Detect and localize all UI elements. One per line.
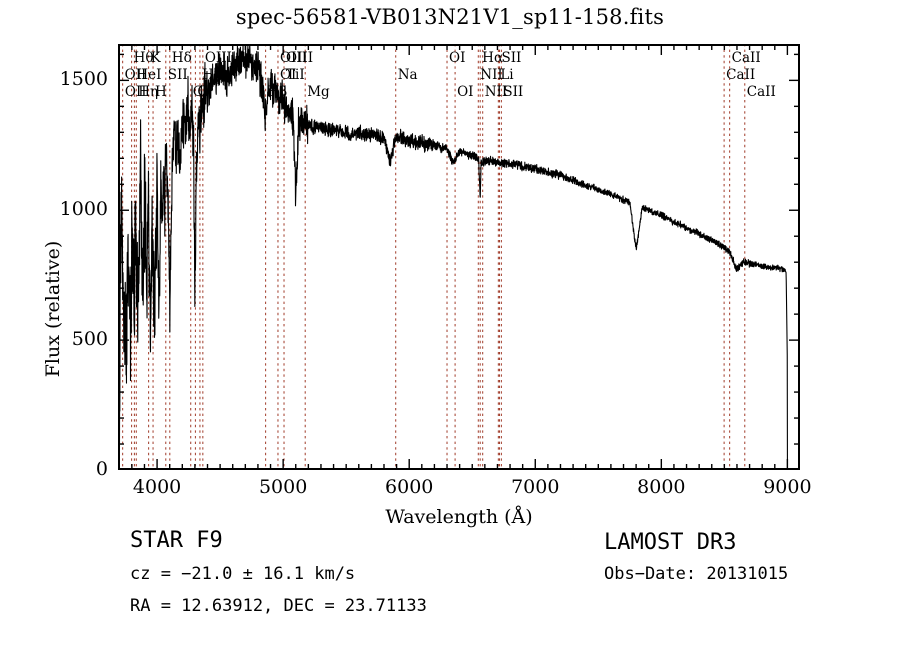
survey-name: LAMOST DR3	[604, 530, 737, 555]
spectral-line-label: Na	[397, 67, 418, 83]
spectral-line-label: OIII	[286, 50, 314, 66]
spectral-line-label: SII	[167, 67, 188, 83]
spectral-line-label: Mg	[307, 84, 330, 100]
spectral-line-label: CaII	[746, 84, 776, 100]
spectral-line-label: OIII	[204, 50, 232, 66]
spectral-line-label: Hθ	[133, 50, 154, 66]
spectral-line-label: OI	[457, 84, 474, 100]
spectral-line-label: K	[150, 50, 161, 66]
spectral-line-label: OIII	[279, 50, 308, 66]
y-tick-label: 0	[95, 458, 108, 480]
observation-date: Obs−Date: 20131015	[604, 564, 789, 584]
spectral-line-label: OII	[124, 84, 147, 100]
y-tick-label: 1000	[59, 198, 108, 221]
x-tick-label: 9000	[763, 476, 812, 498]
spectral-line-label: NII	[480, 67, 503, 83]
spectrum-trace	[118, 44, 800, 470]
spectral-line-label: OII	[124, 67, 147, 83]
spectral-line-label: CaII	[726, 67, 756, 83]
spectral-line-label: H	[155, 84, 167, 100]
y-tick-labels: 0 500 1000 1500	[60, 44, 800, 479]
spectral-line-label: TiI	[286, 67, 305, 83]
spectral-line-label: G	[197, 84, 209, 100]
page-title: spec-56581-VB013N21V1_sp11-158.fits	[235, 5, 665, 29]
y-tick-label: 500	[71, 328, 108, 351]
coordinates-text: RA = 12.63912, DEC = 23.71133	[130, 596, 427, 616]
spectral-line-label: OI	[279, 67, 297, 83]
spectral-line-label: NII	[484, 84, 508, 100]
x-tick-label: 8000	[637, 476, 686, 498]
spectral-line-label: SII	[503, 84, 524, 100]
y-axis-label: Flux (relative)	[42, 240, 64, 378]
spectral-line-label: Hδ	[171, 50, 192, 66]
object-class-and-type: STAR F9	[130, 528, 223, 553]
spectral-line-label: Hγ	[201, 67, 222, 83]
x-tick-label: 6000	[385, 476, 434, 498]
spectral-line-label: Hα	[482, 50, 504, 66]
x-tick-label: 5000	[258, 476, 308, 498]
spectral-line-label: SII	[501, 50, 522, 66]
spectral-line-label: Hβ	[267, 84, 288, 100]
spectral-line-label: Li	[500, 67, 514, 83]
x-axis-label: Wavelength (Å)	[385, 506, 533, 528]
spectral-line-label: HeI	[136, 67, 162, 83]
spectral-line-label: CI	[192, 84, 209, 100]
x-tick-label: 4000	[132, 476, 182, 498]
spectral-line-label: CaII	[731, 50, 761, 66]
line-marker-group	[122, 44, 746, 470]
spectral-line-label: Hη	[138, 84, 159, 100]
spectral-line-label: OI	[449, 50, 466, 66]
chart-plot-area: OII OII Hθ HeI Hη K H SII Hδ CI Hγ G OIII OIII OIII OI H…	[42, 44, 812, 528]
metadata-footer: STAR F9 cz = −21.0 ± 16.1 km/s RA = 12.6…	[0, 528, 900, 648]
radial-velocity-text: cz = −21.0 ± 16.1 km/s	[130, 564, 356, 584]
y-tick-label: 1500	[59, 68, 108, 91]
x-tick-label: 7000	[511, 476, 560, 498]
